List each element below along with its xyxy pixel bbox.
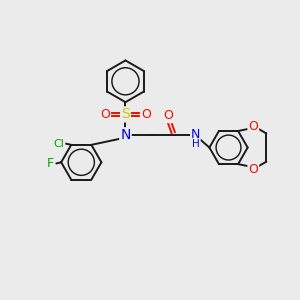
Text: O: O: [248, 163, 258, 176]
Text: O: O: [248, 120, 258, 133]
Text: O: O: [141, 108, 151, 121]
Text: O: O: [163, 109, 173, 122]
Text: H: H: [191, 139, 199, 149]
Text: O: O: [100, 108, 110, 121]
Text: S: S: [121, 107, 130, 122]
Text: N: N: [191, 128, 200, 141]
Text: N: N: [120, 128, 131, 142]
Text: Cl: Cl: [53, 139, 64, 148]
Text: F: F: [47, 157, 54, 170]
